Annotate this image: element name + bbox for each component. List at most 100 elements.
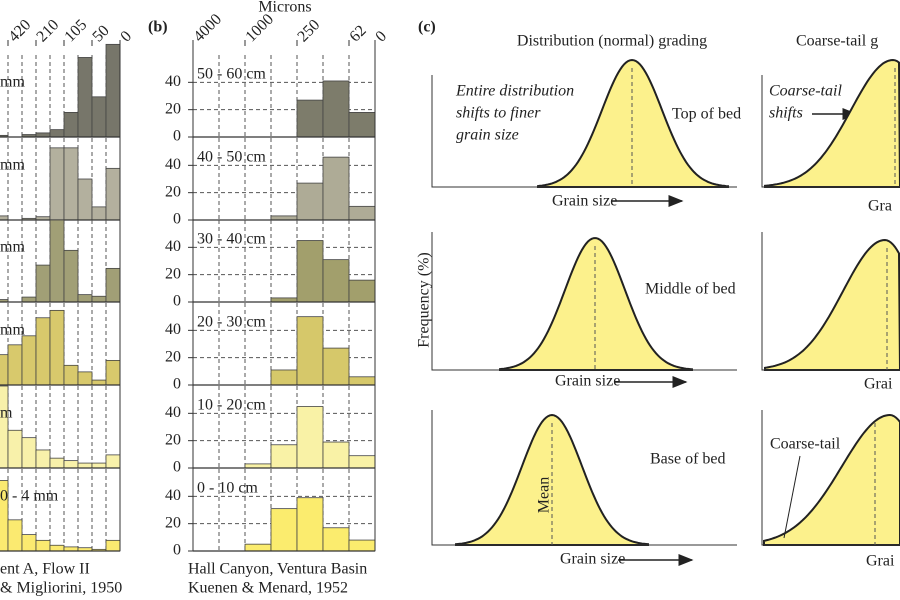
bar: [322, 259, 350, 303]
bar: [105, 167, 121, 221]
curve: [764, 58, 900, 188]
x-label: Microns: [258, 0, 311, 16]
panel-name: 10 - 20 cm: [197, 397, 266, 414]
axis: [431, 410, 737, 546]
bar: [63, 249, 79, 303]
y-tick-label: 20: [165, 183, 181, 200]
caption: ent A, Flow II: [0, 561, 90, 578]
bar: [348, 279, 376, 303]
x-tick-label: 62: [346, 22, 369, 45]
bar: [21, 296, 37, 303]
bar: [63, 546, 79, 552]
panel-label: (b): [148, 19, 168, 36]
bar: [63, 460, 79, 469]
bar: [49, 219, 65, 303]
y-tick-label: 40: [165, 238, 181, 255]
panel-name: 30 - 40 cm: [197, 231, 266, 248]
y-tick-label: 40: [165, 321, 181, 338]
bar: [348, 455, 376, 469]
bar: [35, 317, 51, 386]
row-label: Base of bed: [650, 451, 726, 468]
panel-name: 0 - 4 mm: [0, 488, 59, 505]
x-tick-label: 250: [294, 16, 323, 45]
title: Coarse-tail g: [796, 33, 878, 50]
bar: [49, 457, 65, 469]
bar: [244, 463, 272, 469]
bar: [7, 344, 23, 386]
bar: [77, 462, 93, 469]
y-label: Frequency (%): [416, 252, 433, 348]
x-tick-label: 210: [33, 16, 62, 45]
note: shifts to finer: [456, 105, 541, 122]
bar: [21, 437, 37, 469]
bar: [244, 543, 272, 552]
bar: [348, 539, 376, 552]
y-tick-label: 20: [165, 514, 181, 531]
y-tick-label: 0: [173, 459, 181, 476]
curve: [763, 413, 900, 546]
bar: [49, 309, 65, 386]
bar: [91, 206, 107, 221]
caption: Hall Canyon, Ventura Basin: [188, 561, 367, 578]
bar: [322, 156, 350, 221]
title: Distribution (normal) grading: [517, 33, 707, 50]
y-tick-label: 40: [165, 404, 181, 421]
caption: & Migliorini, 1950: [0, 580, 122, 597]
panel-c: (c) Distribution (normal) grading Coarse…: [416, 19, 900, 570]
bar: [91, 295, 107, 303]
bar: [77, 371, 93, 386]
note: shifts: [769, 105, 803, 122]
bar: [35, 539, 51, 552]
y-tick-label: 20: [165, 431, 181, 448]
bar: [270, 215, 298, 221]
y-tick-label: 20: [165, 348, 181, 365]
axis: [761, 410, 900, 546]
y-tick-label: 0: [173, 293, 181, 310]
panel-name: mm: [0, 322, 25, 339]
bar: [296, 406, 324, 469]
bar: [322, 80, 350, 138]
bar: [296, 99, 324, 138]
panel-name: 50 - 60 cm: [197, 66, 266, 83]
bar: [105, 359, 121, 386]
bar: [105, 267, 121, 303]
bar: [77, 294, 93, 303]
bar: [49, 147, 65, 221]
bar: [91, 379, 107, 386]
pointer: [783, 455, 801, 539]
panel-name: 40 - 50 cm: [197, 149, 266, 166]
caption: Kuenen & Menard, 1952: [188, 580, 348, 597]
note: Coarse-tail: [769, 83, 842, 100]
bar: [105, 454, 121, 469]
bar: [49, 129, 65, 138]
panel-name: mm: [0, 239, 25, 256]
panel-name: m: [0, 405, 13, 422]
bar: [0, 215, 9, 221]
panel-name: 20 - 30 cm: [197, 314, 266, 331]
x-label: Gra: [868, 198, 892, 215]
bar: [296, 497, 324, 552]
bar: [35, 132, 51, 138]
bar: [348, 112, 376, 138]
bar: [270, 444, 298, 469]
bar: [7, 429, 23, 469]
row-label: Middle of bed: [645, 281, 736, 298]
x-tick-label: 4000: [190, 11, 225, 46]
bar: [63, 112, 79, 138]
curve: [537, 58, 729, 188]
bar: [0, 354, 9, 386]
y-tick-label: 0: [173, 211, 181, 228]
axis: [761, 75, 900, 188]
x-label: Grain size: [555, 373, 620, 390]
x-tick-label: 1000: [242, 11, 277, 46]
y-tick-label: 0: [173, 376, 181, 393]
bar: [77, 57, 93, 138]
x-label: Grai: [866, 553, 895, 570]
bar: [105, 43, 121, 138]
axis: [431, 75, 737, 188]
bar: [35, 264, 51, 303]
note: grain size: [456, 127, 519, 144]
mean-label: Mean: [536, 477, 553, 513]
x-label: Grain size: [560, 551, 625, 568]
